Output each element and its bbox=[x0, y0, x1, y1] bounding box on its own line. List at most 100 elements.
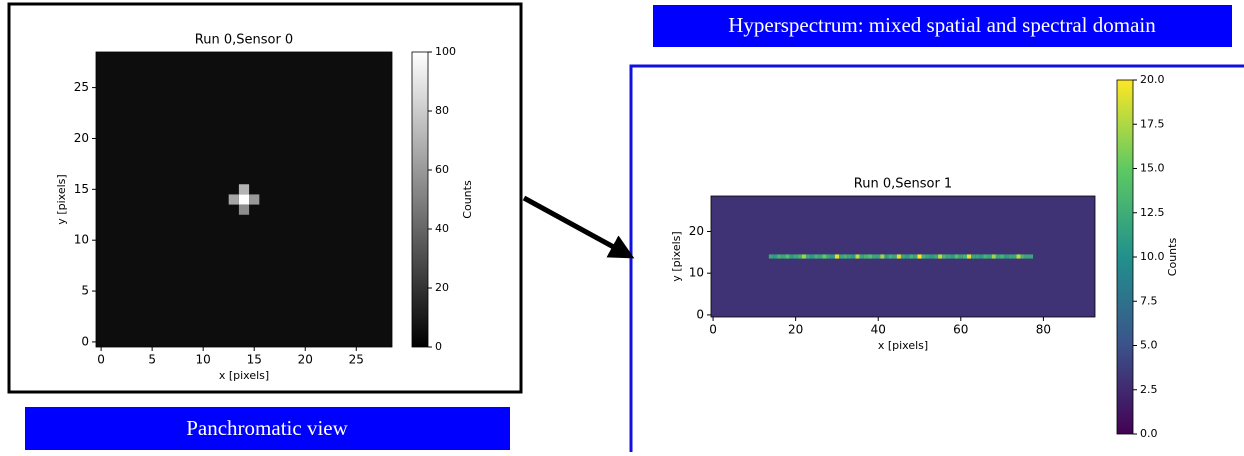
heatmap-cell bbox=[847, 254, 852, 259]
heatmap-cell bbox=[1028, 254, 1034, 259]
heatmap-cell bbox=[801, 254, 806, 259]
heatmap-cell bbox=[946, 254, 951, 259]
heatmap-cell bbox=[921, 254, 926, 259]
colorbar-tick-label: 20.0 bbox=[1140, 73, 1165, 86]
heatmap-cell bbox=[839, 254, 844, 259]
colorbar-tick-label: 0.0 bbox=[1140, 427, 1158, 440]
chart-title: Run 0,Sensor 0 bbox=[195, 33, 293, 48]
x-axis-label: x [pixels] bbox=[219, 369, 269, 382]
heatmap-cell bbox=[830, 254, 835, 259]
heatmap-cell bbox=[228, 194, 239, 205]
y-axis-label: y [pixels] bbox=[670, 231, 683, 281]
heatmap-cell bbox=[851, 254, 856, 259]
heatmap-cell bbox=[793, 254, 798, 259]
heatmap-cell bbox=[995, 254, 1001, 259]
heatmap-cell bbox=[905, 254, 910, 259]
heatmap-cell bbox=[925, 254, 930, 259]
heatmap-cell bbox=[777, 254, 782, 259]
x-tick-label: 40 bbox=[871, 323, 886, 337]
colorbar-tick-label: 10.0 bbox=[1140, 250, 1165, 263]
heatmap-cell bbox=[896, 254, 901, 259]
colorbar-label: Counts bbox=[1166, 238, 1179, 277]
heatmap-cell bbox=[805, 254, 811, 259]
heatmap-cell bbox=[863, 254, 868, 259]
heatmap-cell bbox=[1024, 254, 1029, 259]
y-tick-label: 0 bbox=[81, 334, 89, 348]
heatmap-cell bbox=[1020, 254, 1025, 259]
heatmap-cell bbox=[781, 254, 786, 259]
x-tick-label: 0 bbox=[97, 353, 105, 367]
heatmap-cell bbox=[867, 254, 873, 259]
y-tick-label: 0 bbox=[696, 307, 704, 321]
y-tick-label: 10 bbox=[689, 266, 704, 280]
heatmap-cell bbox=[1016, 254, 1021, 259]
heatmap-cell bbox=[818, 254, 823, 259]
heatmap-cell bbox=[1012, 254, 1017, 259]
chart-title: Run 0,Sensor 1 bbox=[854, 177, 952, 192]
heatmap-cell bbox=[979, 254, 984, 259]
colorbar-tick-label: 40 bbox=[435, 222, 449, 235]
heatmap-cell bbox=[768, 254, 773, 259]
y-tick-label: 20 bbox=[689, 224, 704, 238]
heatmap-cell bbox=[909, 254, 914, 259]
heatmap-cell bbox=[797, 254, 802, 259]
heatmap-cell bbox=[785, 254, 790, 259]
heatmap-cell bbox=[971, 254, 976, 259]
caption: Hyperspectrum: mixed spatial and spectra… bbox=[728, 13, 1156, 37]
heatmap-cell bbox=[826, 254, 831, 259]
x-axis-label: x [pixels] bbox=[878, 339, 928, 352]
heatmap-cell bbox=[810, 254, 815, 259]
heatmap-cell bbox=[950, 254, 955, 259]
heatmap-cell bbox=[967, 254, 972, 259]
colorbar-tick-label: 7.5 bbox=[1140, 294, 1158, 307]
x-tick-label: 20 bbox=[298, 353, 313, 367]
y-tick-label: 5 bbox=[81, 284, 89, 298]
colorbar-tick-label: 0 bbox=[435, 340, 442, 353]
heatmap-cell bbox=[892, 254, 897, 259]
heatmap-cell bbox=[822, 254, 827, 259]
heatmap-cell bbox=[814, 254, 819, 259]
x-tick-label: 5 bbox=[148, 353, 156, 367]
heatmap-cell bbox=[983, 254, 988, 259]
heatmap-cell bbox=[1004, 254, 1009, 259]
colorbar bbox=[1116, 79, 1134, 435]
left-panel bbox=[7, 2, 523, 394]
caption: Panchromatic view bbox=[186, 416, 348, 440]
right-panel bbox=[629, 64, 1244, 456]
x-tick-label: 25 bbox=[349, 353, 364, 367]
colorbar-tick-label: 17.5 bbox=[1140, 117, 1165, 130]
heatmap-cell bbox=[249, 194, 260, 205]
heatmap-cell bbox=[884, 254, 889, 259]
caption-box bbox=[25, 407, 510, 450]
heatmap-cell bbox=[942, 254, 947, 259]
heatmap-cell bbox=[1000, 254, 1005, 259]
y-axis-label: y [pixels] bbox=[55, 174, 68, 224]
arrow bbox=[522, 195, 635, 259]
axes-frame bbox=[95, 51, 393, 348]
colorbar-tick-label: 20 bbox=[435, 281, 449, 294]
heatmap-cell bbox=[843, 254, 848, 259]
heatmap-cell bbox=[238, 184, 250, 195]
heatmap-cell bbox=[938, 254, 943, 259]
y-tick-label: 15 bbox=[74, 182, 89, 196]
x-tick-label: 15 bbox=[247, 353, 262, 367]
heatmap-cell bbox=[789, 254, 794, 259]
colorbar bbox=[411, 51, 429, 348]
colorbar-tick-label: 5.0 bbox=[1140, 339, 1158, 352]
heatmap-cell bbox=[929, 254, 934, 259]
heatmap-cell bbox=[238, 194, 250, 205]
colorbar-tick-label: 15.0 bbox=[1140, 162, 1165, 175]
colorbar-tick-label: 60 bbox=[435, 163, 449, 176]
colorbar-tick-label: 80 bbox=[435, 104, 449, 117]
heatmap-cell bbox=[855, 254, 860, 259]
heatmap-cell bbox=[880, 254, 885, 259]
axes-frame bbox=[710, 195, 1096, 318]
heatmap-cell bbox=[1008, 254, 1013, 259]
heatmap-cell bbox=[987, 254, 992, 259]
y-tick-label: 25 bbox=[74, 80, 89, 94]
heatmap-cell bbox=[238, 204, 250, 215]
colorbar-tick-label: 2.5 bbox=[1140, 383, 1158, 396]
x-tick-label: 20 bbox=[788, 323, 803, 337]
